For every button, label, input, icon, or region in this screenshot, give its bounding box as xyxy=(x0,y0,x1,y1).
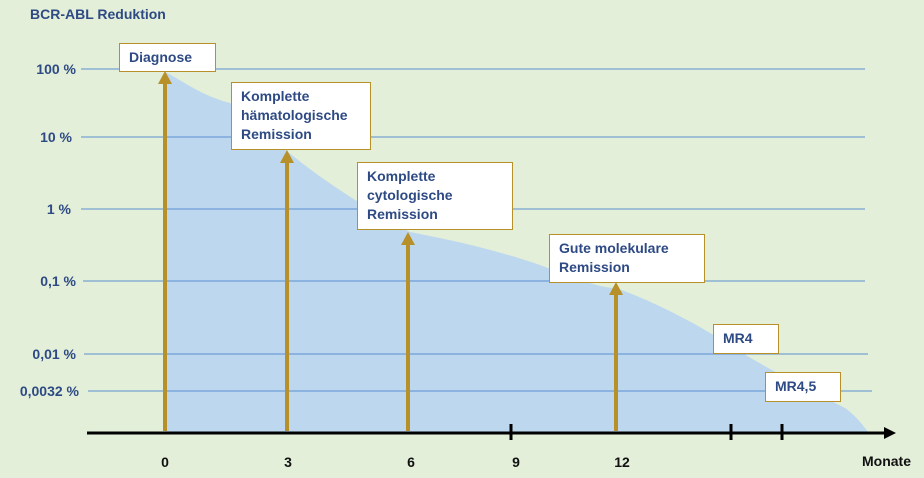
x-axis-unit: Monate xyxy=(862,453,911,469)
annotation-line: Komplette xyxy=(241,88,310,104)
x-tick-0: 0 xyxy=(161,454,169,470)
y-tick-1: 1 % xyxy=(46,201,71,217)
annotation-line: Remission xyxy=(559,259,630,275)
milestone-arrows xyxy=(158,71,623,431)
annotation-line: Komplette xyxy=(367,168,436,184)
annotation-cytologische-remission: Komplette cytologische Remission xyxy=(357,162,513,230)
x-tick-9: 9 xyxy=(512,454,520,470)
x-axis xyxy=(87,424,896,440)
annotation-line: hämatologische xyxy=(241,107,348,123)
y-tick-100: 100 % xyxy=(36,61,76,77)
annotation-line: Remission xyxy=(241,126,312,142)
annotation-line: Gute molekulare xyxy=(559,240,669,256)
annotation-line: cytologische xyxy=(367,187,453,203)
annotation-haematologische-remission: Komplette hämatologische Remission xyxy=(231,82,371,150)
annotation-line: Remission xyxy=(367,206,438,222)
annotation-mr4-5-text: MR4,5 xyxy=(775,378,817,394)
annotation-mr4-text: MR4 xyxy=(723,330,753,346)
x-tick-3: 3 xyxy=(284,454,292,470)
y-tick-0-01: 0,01 % xyxy=(32,346,76,362)
x-tick-6: 6 xyxy=(407,454,415,470)
y-tick-0-0032: 0,0032 % xyxy=(19,383,79,399)
x-tick-12: 12 xyxy=(614,454,630,470)
annotation-diagnose-text: Diagnose xyxy=(129,49,193,65)
annotation-mr4-5: MR4,5 xyxy=(765,372,841,402)
annotation-diagnose: Diagnose xyxy=(119,43,216,72)
annotation-molekulare-remission: Gute molekulare Remission xyxy=(549,234,705,283)
bcr-abl-area xyxy=(165,72,868,432)
chart-title: BCR-ABL Reduktion xyxy=(30,6,166,22)
annotation-mr4: MR4 xyxy=(713,324,779,354)
y-tick-10: 10 % xyxy=(40,129,72,145)
y-tick-0-1: 0,1 % xyxy=(40,273,76,289)
